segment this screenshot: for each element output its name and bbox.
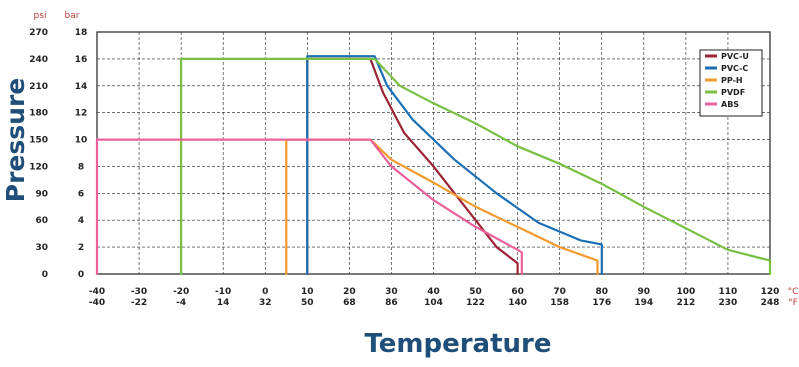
y-tick-label-psi: 30 — [35, 243, 48, 253]
y-tick-label-bar: 4 — [78, 216, 84, 226]
y-tick-label-bar: 12 — [75, 109, 88, 119]
y-tick-label-psi: 120 — [29, 162, 48, 172]
x-tick-label-f: 248 — [761, 298, 780, 308]
y-tick-label-bar: 18 — [75, 28, 88, 38]
series-line-pvdf — [180, 57, 772, 276]
x-tick-label-c: 50 — [469, 287, 482, 297]
y-tick-label-psi: 210 — [29, 82, 48, 92]
x-tick-label-f: -40 — [89, 298, 105, 308]
x-tick-label-f: -4 — [176, 298, 186, 308]
x-axis-title: Temperature — [364, 329, 551, 359]
x-tick-label-f: 50 — [301, 298, 314, 308]
y-tick-label-psi: 60 — [35, 216, 48, 226]
x-tick-label-f: 140 — [508, 298, 527, 308]
series-line-abs — [95, 138, 523, 276]
y-axis-title: Pressure — [1, 78, 30, 202]
x-tick-label-c: 40 — [427, 287, 440, 297]
x-tick-label-c: 80 — [595, 287, 608, 297]
x-tick-label-f: 230 — [719, 298, 738, 308]
x-tick-label-c: -10 — [215, 287, 231, 297]
y-unit-psi: psi — [34, 11, 47, 21]
y-tick-label-bar: 14 — [75, 82, 88, 92]
x-tick-label-c: 10 — [301, 287, 314, 297]
x-tick-label-f: 158 — [550, 298, 569, 308]
y-tick-label-bar: 8 — [78, 162, 84, 172]
x-tick-label-c: 20 — [343, 287, 356, 297]
x-tick-label-c: -40 — [89, 287, 105, 297]
x-tick-label-c: 0 — [262, 287, 268, 297]
x-tick-label-c: 100 — [676, 287, 695, 297]
y-tick-label-psi: 90 — [35, 189, 48, 199]
series-line-pvc-c — [306, 55, 603, 276]
legend-label: ABS — [721, 100, 739, 109]
y-unit-bar: bar — [65, 11, 80, 21]
x-tick-label-c: 120 — [761, 287, 780, 297]
series-layer — [95, 55, 772, 276]
legend-label: PP-H — [721, 76, 743, 85]
x-tick-label-c: 60 — [511, 287, 524, 297]
tick-labels: -40-40-30-22-20-4-1014032105020683086401… — [29, 28, 779, 308]
x-tick-label-f: 68 — [343, 298, 356, 308]
legend-label: PVC-C — [721, 64, 748, 73]
y-tick-label-bar: 10 — [75, 136, 88, 146]
x-tick-label-f: 176 — [592, 298, 611, 308]
x-tick-label-f: 86 — [385, 298, 398, 308]
y-tick-label-bar: 2 — [78, 243, 84, 253]
x-unit-c: °C — [788, 287, 799, 297]
x-tick-label-f: -22 — [131, 298, 147, 308]
x-tick-label-f: 194 — [634, 298, 653, 308]
y-tick-label-bar: 0 — [78, 270, 84, 280]
x-tick-label-f: 122 — [466, 298, 485, 308]
y-tick-label-psi: 270 — [29, 28, 48, 38]
y-tick-label-bar: 6 — [78, 189, 84, 199]
x-tick-label-c: -20 — [173, 287, 189, 297]
x-unit-f: °F — [788, 298, 798, 308]
y-tick-label-psi: 0 — [42, 270, 48, 280]
legend-label: PVC-U — [721, 52, 749, 61]
y-tick-label-psi: 180 — [29, 109, 48, 119]
x-tick-label-f: 212 — [676, 298, 695, 308]
legend: PVC-U PVC-C PP-H PVDF ABS — [699, 49, 763, 117]
x-tick-label-c: 110 — [719, 287, 738, 297]
y-tick-label-psi: 150 — [29, 136, 48, 146]
x-tick-label-c: 70 — [553, 287, 566, 297]
x-tick-label-f: 32 — [259, 298, 272, 308]
x-tick-label-c: -30 — [131, 287, 147, 297]
x-tick-label-c: 30 — [385, 287, 398, 297]
y-tick-label-bar: 16 — [75, 55, 88, 65]
x-tick-label-f: 104 — [424, 298, 443, 308]
legend-label: PVDF — [721, 88, 745, 97]
x-tick-label-c: 90 — [638, 287, 651, 297]
y-tick-label-psi: 240 — [29, 55, 48, 65]
x-tick-label-f: 14 — [217, 298, 230, 308]
